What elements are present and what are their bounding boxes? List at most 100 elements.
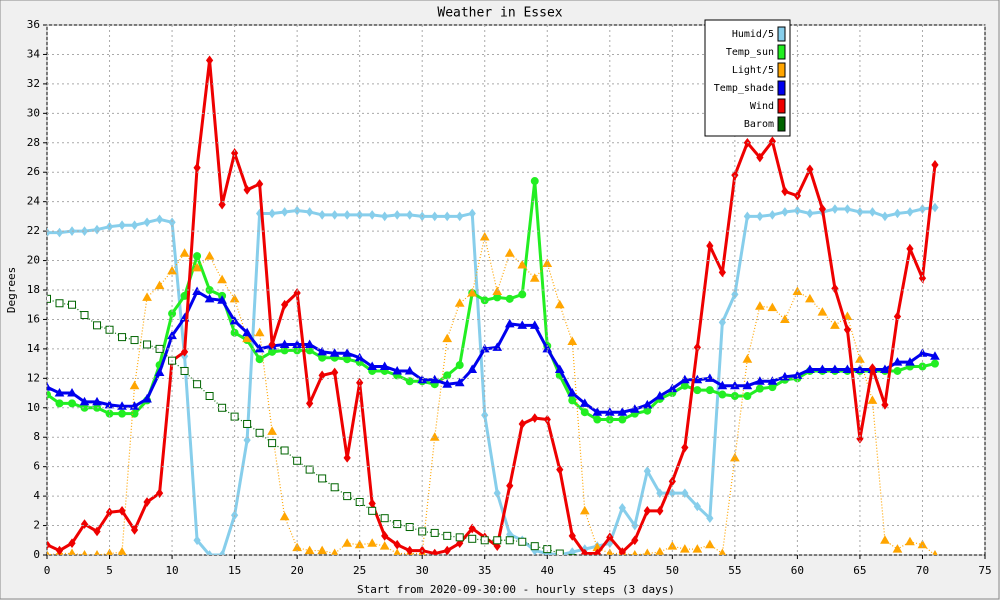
data-point <box>880 364 890 373</box>
data-point <box>280 446 289 455</box>
data-point <box>142 393 152 403</box>
data-point <box>80 226 89 236</box>
data-point <box>47 390 51 399</box>
data-point <box>117 547 127 555</box>
legend-swatch <box>777 98 786 114</box>
data-point <box>767 302 778 312</box>
data-point <box>905 357 915 366</box>
data-point <box>204 251 215 260</box>
data-point <box>47 294 51 303</box>
data-point <box>455 533 464 542</box>
data-point <box>130 409 139 418</box>
data-point <box>579 398 590 407</box>
data-point <box>93 224 101 235</box>
data-point <box>281 299 289 310</box>
legend-swatch <box>777 80 786 96</box>
data-point <box>831 283 839 294</box>
data-point <box>468 523 476 534</box>
data-point <box>104 399 115 409</box>
data-point <box>567 336 578 346</box>
data-point <box>254 327 265 337</box>
data-point <box>443 371 452 380</box>
y-tick-label: 28 <box>27 136 40 149</box>
data-point <box>306 398 314 409</box>
data-point <box>579 505 590 515</box>
data-point <box>618 415 627 424</box>
data-point <box>193 252 202 261</box>
data-point <box>755 384 764 393</box>
data-point <box>142 292 152 301</box>
data-point <box>179 248 190 257</box>
data-point <box>781 207 789 217</box>
data-point <box>306 207 314 217</box>
data-point <box>530 177 539 186</box>
data-point <box>606 548 614 555</box>
y-tick-label: 8 <box>33 430 40 443</box>
data-point <box>380 514 389 523</box>
data-point <box>906 207 914 217</box>
data-point <box>393 539 401 550</box>
legend-label: Wind <box>750 101 774 112</box>
data-point <box>130 336 139 345</box>
data-point <box>192 262 202 272</box>
data-point <box>692 544 703 553</box>
data-point <box>631 535 639 546</box>
data-point <box>80 519 89 529</box>
data-point <box>554 299 565 309</box>
data-point <box>329 348 340 357</box>
data-point <box>180 347 189 357</box>
data-point <box>718 548 727 555</box>
data-point <box>305 465 314 474</box>
data-point <box>692 374 703 384</box>
x-tick-label: 70 <box>916 564 929 577</box>
x-tick-label: 60 <box>791 564 804 577</box>
data-point <box>93 526 101 537</box>
data-point <box>768 210 777 220</box>
data-point <box>204 293 215 303</box>
data-point <box>67 388 77 397</box>
data-point <box>318 210 326 220</box>
legend-label: Humid/5 <box>732 29 774 40</box>
data-point <box>393 210 401 220</box>
data-point <box>243 419 252 428</box>
data-point <box>105 548 114 555</box>
data-point <box>654 390 665 400</box>
data-point <box>931 202 939 213</box>
data-point <box>404 365 415 375</box>
y-tick-label: 0 <box>33 548 40 561</box>
data-point <box>343 210 351 220</box>
data-point <box>543 414 551 425</box>
x-tick-label: 25 <box>353 564 366 577</box>
data-point <box>143 497 151 507</box>
data-point <box>554 364 565 373</box>
legend-swatch <box>777 62 786 78</box>
data-point <box>681 442 689 453</box>
data-point <box>867 395 878 404</box>
legend-swatch <box>777 116 786 132</box>
legend-swatch <box>777 26 786 42</box>
data-point <box>492 342 503 351</box>
data-point <box>731 289 739 300</box>
data-point <box>830 364 840 373</box>
data-point <box>330 548 339 555</box>
data-point <box>529 273 540 282</box>
data-point <box>618 547 626 555</box>
data-point <box>318 474 327 483</box>
data-point <box>718 267 726 278</box>
data-point <box>581 548 589 555</box>
data-point <box>668 488 676 498</box>
data-point <box>693 501 701 512</box>
series-line <box>47 236 936 555</box>
data-point <box>817 307 828 316</box>
legend-label: Light/5 <box>732 65 774 76</box>
data-point <box>756 211 764 222</box>
data-point <box>368 210 376 220</box>
x-tick-label: 75 <box>978 564 991 577</box>
data-point <box>930 351 940 360</box>
data-point <box>130 220 139 231</box>
data-point <box>406 210 414 220</box>
data-point <box>918 204 927 214</box>
data-point <box>743 211 751 222</box>
